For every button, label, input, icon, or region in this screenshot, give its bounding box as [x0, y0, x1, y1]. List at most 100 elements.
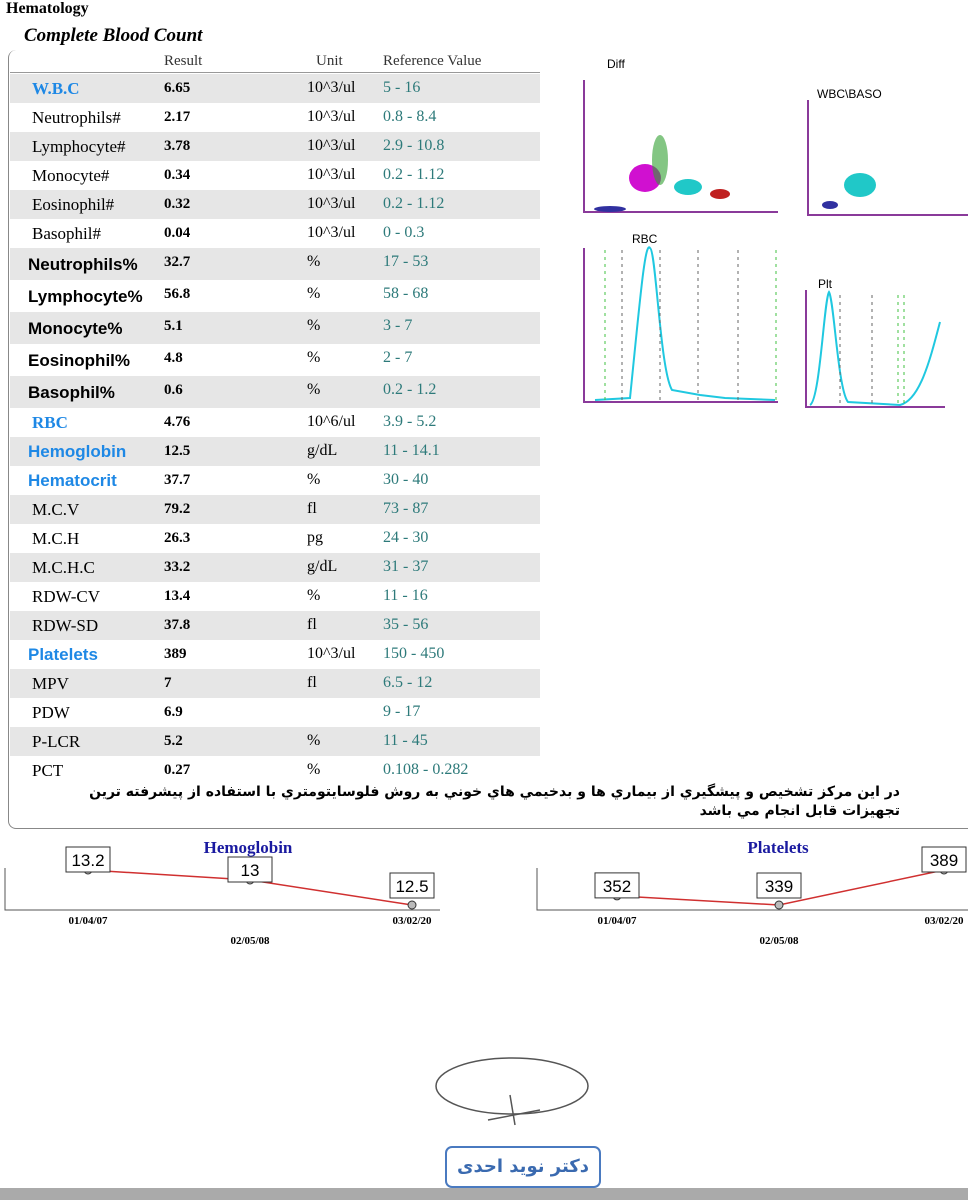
reference: 35 - 56 — [383, 616, 429, 633]
axis — [583, 248, 778, 403]
table-row: Monocyte% 5.1% 3 - 7 — [10, 312, 540, 344]
table-row: M.C.V 79.2 fl 73 - 87 — [10, 495, 540, 524]
rule — [10, 72, 540, 73]
unit: 10^3/ul — [307, 108, 356, 125]
reference: 31 - 37 — [383, 558, 429, 575]
table-row: MPV 7 fl 6.5 - 12 — [10, 669, 540, 698]
table-row: M.C.H.C 33.2 g/dL 31 - 37 — [10, 553, 540, 582]
unit: fl — [307, 616, 317, 633]
trend-axis — [4, 868, 440, 911]
plot-label: Plt — [818, 277, 833, 291]
table-row: Neutrophils% 32.7% 17 - 53 — [10, 248, 540, 280]
unit: % — [307, 349, 321, 366]
unit: % — [307, 732, 321, 749]
table-row: Basophil% 0.6% 0.2 - 1.2 — [10, 376, 540, 408]
unit: % — [307, 285, 321, 302]
result: 3.78 — [164, 138, 191, 154]
result: 5.1 — [164, 318, 183, 334]
bottom-bar — [0, 1188, 968, 1200]
reference: 0.2 - 1.12 — [383, 166, 445, 183]
reference: 6.5 - 12 — [383, 674, 433, 691]
plot-label: RBC — [632, 232, 658, 246]
plot-label: Diff — [607, 57, 625, 71]
column-header: Reference Value — [383, 53, 482, 69]
test-name: Neutrophils# — [32, 108, 121, 127]
value-box — [921, 846, 967, 873]
cloud — [674, 179, 702, 195]
result: 2.17 — [164, 109, 191, 125]
result: 33.2 — [164, 559, 191, 575]
plot-axes — [583, 80, 968, 408]
reference: 2.9 - 10.8 — [383, 137, 445, 154]
value-label: 339 — [765, 877, 793, 896]
test-name: Monocyte# — [32, 166, 110, 185]
frame — [8, 50, 968, 829]
value-label: 13.2 — [71, 851, 104, 870]
reference: 11 - 14.1 — [383, 442, 440, 459]
curve — [809, 290, 941, 407]
unit: % — [307, 471, 321, 488]
table-row: Eosinophil# 0.32 10^3/ul 0.2 - 1.12 — [10, 190, 540, 219]
reference: 0.8 - 8.4 — [383, 108, 437, 125]
test-name: RDW-SD — [32, 616, 99, 635]
table-row: Lymphocyte% 56.8% 58 - 68 — [10, 280, 540, 312]
date-label: 01/04/07 — [68, 915, 108, 927]
reference: 58 - 68 — [383, 285, 429, 302]
test-name: Eosinophil# — [32, 195, 115, 214]
result: 389 — [164, 646, 187, 662]
cloud — [594, 206, 626, 212]
value-label: 13 — [241, 861, 260, 880]
test-name: M.C.H.C — [32, 558, 95, 577]
date-label: 03/02/20 — [392, 915, 432, 927]
cloud — [710, 189, 730, 199]
test-name: W.B.C — [32, 79, 80, 98]
cloud — [822, 201, 838, 209]
gate-lines — [604, 250, 905, 405]
result: 13.4 — [164, 588, 191, 604]
signature — [435, 1057, 589, 1115]
test-name: P-LCR — [32, 732, 81, 751]
result: 4.76 — [164, 414, 191, 430]
unit: 10^3/ul — [307, 137, 356, 154]
trend-point — [774, 900, 784, 910]
date-label: 02/05/08 — [759, 935, 799, 947]
result: 37.7 — [164, 472, 191, 488]
table-row: RDW-SD 37.8 fl 35 - 56 — [10, 611, 540, 640]
value-box — [65, 846, 111, 873]
date-label: 02/05/08 — [230, 935, 270, 947]
reference: 24 - 30 — [383, 529, 429, 546]
unit: 10^6/ul — [307, 413, 356, 430]
reference: 73 - 87 — [383, 500, 429, 517]
section-title: Hematology — [6, 0, 89, 17]
result: 4.8 — [164, 350, 183, 366]
value-box — [389, 872, 435, 899]
result: 26.3 — [164, 530, 191, 546]
table-row: RBC 4.76 10^6/ul 3.9 - 5.2 — [10, 408, 540, 437]
table-row: M.C.H 26.3 pg 24 - 30 — [10, 524, 540, 553]
value-box — [227, 856, 273, 883]
histograms — [594, 246, 941, 407]
curve — [594, 246, 776, 401]
unit: pg — [307, 529, 323, 546]
test-name: Platelets — [28, 645, 98, 664]
stamp-text: دکتر نوید احدی — [457, 1156, 589, 1177]
reference: 11 - 45 — [383, 732, 428, 749]
test-name: Basophil# — [32, 224, 101, 243]
reference: 150 - 450 — [383, 645, 445, 662]
unit: 10^3/ul — [307, 195, 356, 212]
test-name: PDW — [32, 703, 70, 722]
unit: g/dL — [307, 558, 338, 575]
table-row: Hemoglobin 12.5 g/dL 11 - 14.1 — [10, 437, 540, 466]
table-row: P-LCR 5.2% 11 - 45 — [10, 727, 540, 756]
unit: 10^3/ul — [307, 645, 356, 662]
test-name: Eosinophil% — [28, 351, 130, 370]
test-name: Neutrophils% — [28, 255, 138, 274]
value-label: 389 — [930, 851, 958, 870]
trend-title: Platelets — [747, 838, 809, 857]
cloud — [844, 173, 876, 197]
result: 56.8 — [164, 286, 191, 302]
reference: 3 - 7 — [383, 317, 413, 334]
table-row: Platelets 389 10^3/ul 150 - 450 — [10, 640, 540, 669]
